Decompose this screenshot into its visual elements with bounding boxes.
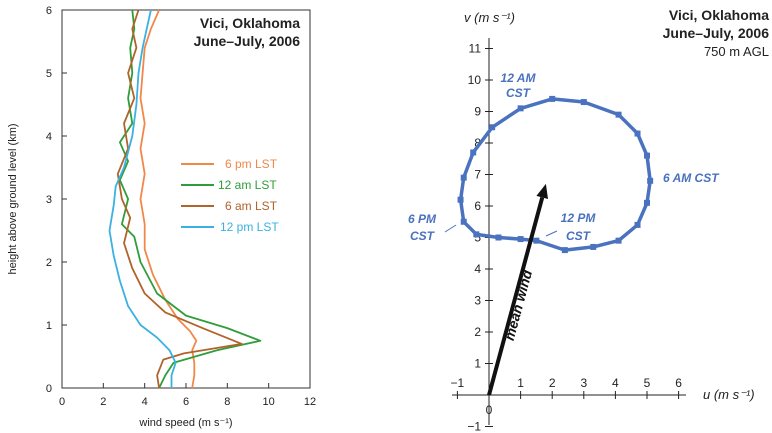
hodograph-ytick-label: 11 [469,42,482,56]
profile-xtick-label: 10 [263,396,275,408]
mean-wind-arrow-shaft [487,196,545,396]
hodograph-point [517,105,524,112]
legend-label-12am: 12 am LST [218,178,277,192]
hodograph-point [644,199,650,206]
profile-title-line-1: Vici, Oklahoma [200,15,300,31]
hodograph-ytick-label: 7 [474,168,481,182]
hodograph-point [495,234,502,241]
profile-title-line-2: June–July, 2006 [194,33,301,49]
annotation-12pm-line-1: 12 PM [561,211,597,225]
annotation-6pm-pointer [444,224,457,233]
hodograph-title-line-1: Vici, Oklahoma [669,7,769,23]
hodograph-point [489,124,496,131]
profile-xtick-label: 0 [59,396,65,408]
hodograph-xtick-label: 1 [517,376,524,390]
hodograph-ytick-label: 5 [474,231,481,245]
hodograph-axis-ticks: −1 0 1 2 3 4 5 6 −1 1 2 3 4 5 6 7 8 9 10 11 [451,42,683,433]
hodograph-point [615,111,622,118]
profile-series-line-6-am-lst [116,9,243,389]
hodograph-ylabel: v (m s⁻¹) [464,10,515,25]
hodograph-xtick-label: −1 [451,376,465,390]
hodograph-point [561,247,568,254]
profile-ytick-label: 5 [46,68,52,80]
profile-xtick-label: 8 [224,396,230,408]
hodograph-point [634,221,641,228]
hodograph-xtick-label: 2 [549,376,556,390]
mean-wind-label: mean wind [501,268,535,342]
hodograph-point [590,243,597,250]
annotation-6pm-line-2: CST [410,229,436,243]
profile-legend: 6 pm LST 12 am LST 6 am LST 12 pm LST [181,157,279,234]
mean-wind-arrow-head [536,183,548,199]
profile-ytick-label: 1 [46,320,52,332]
hodograph-ytick-label: 2 [474,325,481,339]
hodograph-point [460,218,467,225]
hodograph-ytick-label: 4 [474,262,481,276]
profile-series-line-6-pm-lst [139,9,198,389]
hodograph-chart: −1 0 1 2 3 4 5 6 −1 1 2 3 4 5 6 7 8 9 10 11 mean wind Vici,… [408,7,769,433]
annotation-6am: 6 AM CST [663,171,720,185]
annotation-12pm-pointer [545,230,558,237]
annotation-12am-line-2: CST [506,86,532,100]
hodograph-point [460,174,467,181]
profile-xtick-label: 6 [183,396,189,408]
hodograph-point [470,149,477,156]
hodograph-point [473,231,480,238]
legend-label-6am: 6 am LST [225,199,278,213]
profile-xtick-label: 2 [100,396,106,408]
annotation-12am-line-1: 12 AM [501,71,537,85]
hodograph-title-line-3: 750 m AGL [704,44,769,59]
profile-ytick-label: 4 [46,131,52,143]
profile-series-layer [108,9,262,389]
profile-ytick-label: 3 [46,194,52,206]
hodograph-curve [458,97,652,252]
profile-ytick-label: 2 [46,257,52,269]
hodograph-point [457,196,464,203]
annotation-12pm-line-2: CST [566,229,592,243]
hodograph-xtick-label: 5 [644,376,651,390]
hodograph-xtick-label: 4 [612,376,619,390]
hodograph-ytick-label: 9 [474,105,481,119]
hodograph-point [517,236,524,243]
hodograph-ytick-label: 1 [474,357,481,371]
hodograph-xtick-label: 3 [580,376,587,390]
hodograph-point [644,152,650,159]
hodograph-point [615,237,622,244]
profile-xtick-label: 12 [304,396,316,408]
hodograph-title-line-2: June–July, 2006 [663,25,770,41]
hodograph-point [580,99,587,106]
hodograph-xtick-label: 0 [486,403,493,417]
profile-xlabel: wind speed (m s⁻¹) [138,417,232,429]
profile-xtick-label: 4 [142,396,148,408]
hodograph-ytick-label: 6 [474,199,481,213]
profile-series-line-12-pm-lst [108,9,177,388]
legend-label-12pm: 12 pm LST [220,220,279,234]
hodograph-ytick-label: 3 [474,294,481,308]
hodograph-ytick-label: 10 [468,73,482,87]
hodograph-point [647,177,654,184]
annotation-6pm-line-1: 6 PM [408,212,437,226]
hodograph-layer [457,95,654,254]
hodograph-point [549,95,556,102]
hodograph-xlabel: u (m s⁻¹) [703,387,755,402]
hodograph-point [533,237,540,244]
hodograph-xtick-label: 6 [675,376,682,390]
mean-wind-layer: mean wind [487,183,548,396]
hodograph-ytick-label: −1 [467,420,481,433]
legend-label-6pm: 6 pm LST [225,157,278,171]
profile-ytick-label: 0 [46,383,52,395]
profile-ylabel: height above ground level (km) [7,123,19,274]
hodograph-point [634,130,641,137]
profile-ytick-label: 6 [46,5,52,17]
hodograph-ytick-label: 8 [474,136,481,150]
